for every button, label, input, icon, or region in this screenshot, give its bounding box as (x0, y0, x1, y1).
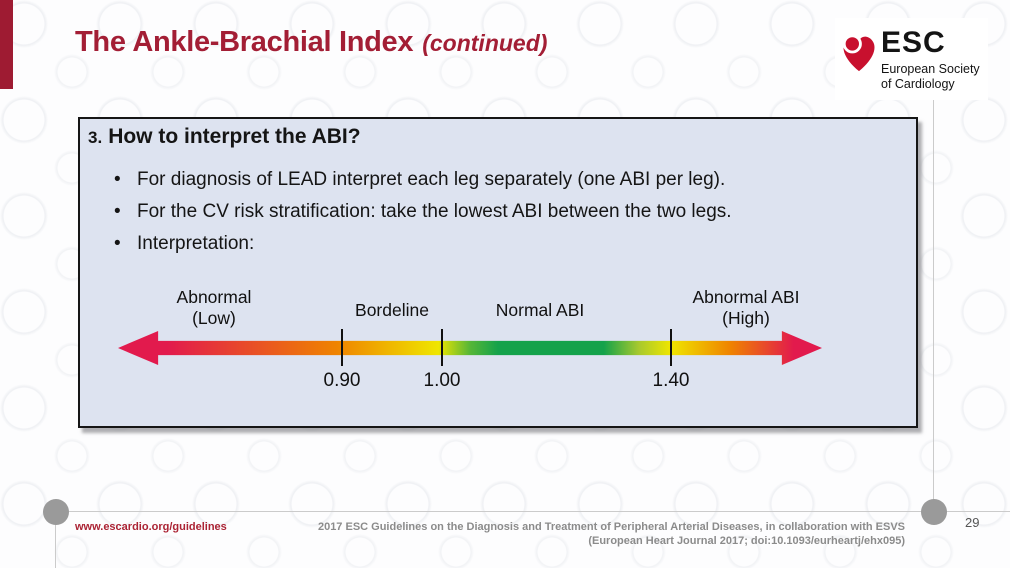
scale-label-line: Normal ABI (495, 300, 585, 320)
tick-mark-100 (441, 329, 443, 366)
esc-logo-acronym: ESC (881, 26, 946, 59)
footer-divider-line (56, 511, 1010, 512)
citation-line1: 2017 ESC Guidelines on the Diagnosis and… (317, 521, 905, 533)
scale-label-line: Abnormal ABI (692, 287, 800, 307)
frame-dot-left (43, 499, 69, 525)
content-box: 3. How to interpret the ABI? For diagnosi… (78, 117, 918, 428)
box-heading-text: How to interpret the ABI? (108, 125, 361, 148)
tick-value-140: 1.40 (652, 370, 690, 391)
scale-label-abnormal-low: Abnormal (Low) (177, 287, 252, 329)
guidelines-link[interactable]: www.escardio.org/guidelines (75, 521, 227, 533)
citation-line2: (European Heart Journal 2017; doi:10.109… (588, 534, 905, 547)
box-heading: 3. How to interpret the ABI? (88, 125, 361, 149)
page-title-suffix: (continued) (422, 30, 548, 56)
esc-logo: ESC European Society of Cardiology (835, 18, 988, 100)
tick-value-090: 0.90 (323, 370, 361, 391)
tick-value-100: 1.00 (423, 370, 461, 391)
abi-gradient-arrow (118, 331, 822, 365)
bullet-item: For diagnosis of LEAD interpret each leg… (114, 164, 732, 196)
scale-label-line: (High) (722, 308, 770, 328)
frame-dot-right (921, 499, 947, 525)
tick-mark-140 (670, 329, 672, 366)
scale-label-borderline: Bordeline (355, 300, 429, 321)
scale-label-normal: Normal ABI (496, 300, 585, 321)
scale-label-line: (Low) (192, 308, 236, 328)
scale-label-line: Bordeline (355, 300, 429, 320)
accent-bar (0, 0, 13, 89)
frame-vertical-line-left (55, 512, 56, 568)
bullet-list: For diagnosis of LEAD interpret each leg… (114, 164, 732, 260)
esc-logo-org-line1: European Society (881, 62, 980, 76)
bullet-item: Interpretation: (114, 228, 732, 260)
bullet-item: For the CV risk stratification: take the… (114, 196, 732, 228)
scale-label-abnormal-high: Abnormal ABI (High) (693, 287, 800, 329)
page-number: 29 (965, 515, 980, 530)
frame-vertical-line-right (933, 20, 934, 512)
citation: 2017 ESC Guidelines on the Diagnosis and… (245, 521, 905, 548)
tick-mark-090 (341, 329, 343, 366)
box-heading-number: 3. (88, 128, 103, 147)
esc-heart-icon (838, 29, 880, 80)
page-title-text: The Ankle-Brachial Index (75, 26, 414, 58)
esc-logo-org-line2: of Cardiology (881, 77, 955, 91)
page-title: The Ankle-Brachial Index (continued) (75, 26, 547, 59)
scale-label-line: Abnormal (176, 287, 252, 307)
